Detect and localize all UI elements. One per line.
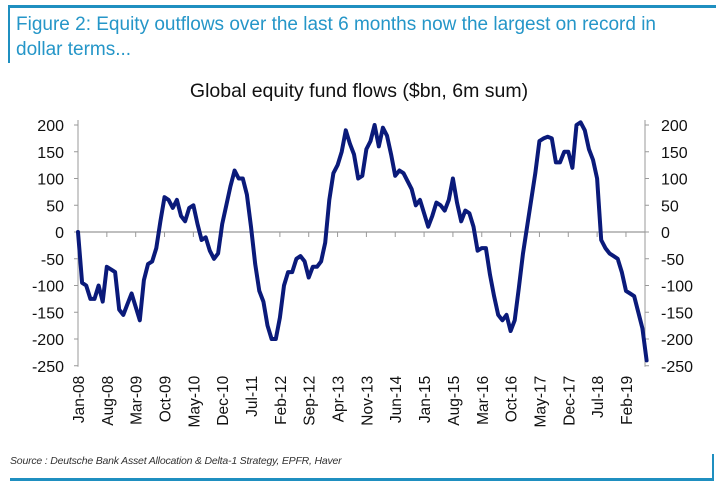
y-tick-label-left: -250 bbox=[32, 359, 64, 376]
figure-frame-top bbox=[8, 5, 716, 8]
x-tick-label: Mar-16 bbox=[475, 376, 492, 425]
y-tick-label-left: -50 bbox=[41, 252, 64, 269]
y-axis-right-labels: 200 150 100 50 0 -50 -100 -150 -200 -250 bbox=[661, 118, 693, 376]
figure-frame-bottom bbox=[10, 478, 714, 481]
x-axis-labels: Jan-08 Aug-08 Mar-09 Oct-09 May-10 Dec-10 Jul-… bbox=[71, 375, 636, 427]
x-tick-label: Jun-14 bbox=[388, 375, 405, 423]
y-tick-label-left: 100 bbox=[37, 172, 64, 189]
chart-title: Global equity fund flows ($bn, 6m sum) bbox=[189, 80, 529, 102]
y-tick-label-right: -100 bbox=[661, 279, 693, 296]
x-tick-label: Nov-13 bbox=[359, 376, 376, 426]
x-tick-label: Jul-18 bbox=[590, 376, 607, 418]
y-tick-label-right: 200 bbox=[661, 118, 688, 135]
y-tick-label-left: -200 bbox=[32, 332, 64, 349]
figure-frame-left bbox=[8, 5, 10, 63]
series-line-global-equity-flows bbox=[76, 120, 649, 363]
x-tick-label: Mar-09 bbox=[129, 376, 146, 425]
y-tick-label-right: 150 bbox=[661, 145, 688, 162]
x-tick-label: Aug-08 bbox=[100, 376, 117, 426]
x-tick-label: Feb-12 bbox=[273, 376, 290, 425]
y-tick-label-left: 0 bbox=[55, 225, 64, 242]
figure-caption: Figure 2: Equity outflows over the last … bbox=[16, 14, 656, 60]
line-chart: 200 150 100 50 0 -50 -100 -150 -200 -250 200 150 10… bbox=[32, 118, 693, 427]
x-tick-label: Dec-10 bbox=[215, 375, 232, 425]
y-tick-label-left: 150 bbox=[37, 145, 64, 162]
y-tick-label-right: -200 bbox=[661, 332, 693, 349]
x-tick-label: Jan-15 bbox=[417, 376, 434, 423]
y-tick-label-right: 0 bbox=[661, 225, 670, 242]
y-tick-label-right: -50 bbox=[661, 252, 684, 269]
x-tick-label: Jan-08 bbox=[71, 376, 88, 423]
x-tick-label: May-10 bbox=[186, 375, 203, 427]
x-tick-label: Aug-15 bbox=[446, 376, 463, 426]
x-tick-label: Feb-19 bbox=[619, 376, 636, 425]
y-axis-left-labels: 200 150 100 50 0 -50 -100 -150 -200 -250 bbox=[32, 118, 64, 376]
figure-frame-right bbox=[712, 454, 714, 481]
x-tick-label: May-17 bbox=[532, 376, 549, 428]
x-tick-label: Sep-12 bbox=[302, 376, 319, 426]
y-tick-label-right: 50 bbox=[661, 198, 679, 215]
x-tick-label: Jul-11 bbox=[244, 376, 261, 417]
y-tick-label-left: 200 bbox=[37, 118, 64, 135]
x-tick-label: Oct-09 bbox=[158, 376, 175, 423]
y-tick-label-left: 50 bbox=[46, 198, 64, 215]
y-tick-label-right: 100 bbox=[661, 172, 688, 189]
source-note: Source : Deutsche Bank Asset Allocation … bbox=[10, 455, 342, 467]
y-tick-label-left: -150 bbox=[32, 305, 64, 322]
y-tick-label-right: -250 bbox=[661, 359, 693, 376]
x-tick-label: Oct-16 bbox=[504, 376, 521, 423]
y-tick-label-right: -150 bbox=[661, 305, 693, 322]
y-tick-label-left: -100 bbox=[32, 279, 64, 296]
x-tick-label: Dec-17 bbox=[561, 376, 578, 426]
x-tick-label: Apr-13 bbox=[331, 376, 348, 423]
